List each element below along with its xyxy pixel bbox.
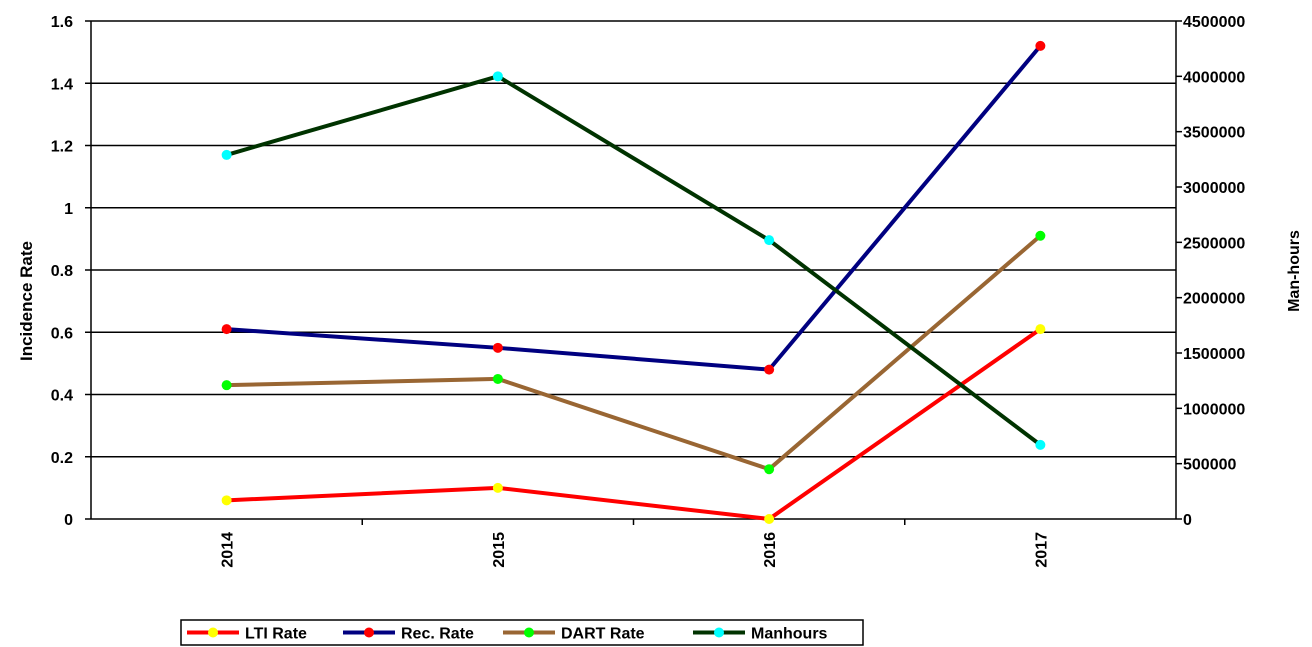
- left-tick-label: 1.2: [51, 139, 73, 156]
- data-point: [764, 364, 775, 375]
- data-point: [1035, 439, 1046, 450]
- right-tick-label: 500000: [1183, 457, 1236, 474]
- left-tick-label: 0.4: [51, 388, 73, 405]
- left-tick-label: 1.6: [51, 14, 73, 31]
- data-point: [221, 324, 232, 335]
- legend-swatch-marker: [208, 627, 218, 638]
- x-tick-label: 2016: [762, 532, 779, 568]
- x-axis-ticks: 2014 2015 2016 2017: [220, 519, 1050, 568]
- data-point: [492, 482, 503, 493]
- right-tick-label: 2000000: [1183, 291, 1245, 308]
- right-tick-label: 2500000: [1183, 235, 1245, 252]
- legend-swatch-marker: [364, 627, 374, 638]
- left-tick-label: 0: [64, 512, 73, 529]
- x-tick-label: 2017: [1033, 532, 1050, 568]
- left-tick-label: 0.2: [51, 450, 73, 467]
- series-line: [226, 234, 1042, 472]
- legend-swatch-marker: [714, 627, 724, 638]
- data-point: [492, 71, 503, 82]
- data-point: [1035, 40, 1046, 51]
- legend-entry: Rec. Rate: [343, 626, 474, 643]
- legend-label: Manhours: [751, 626, 828, 643]
- left-tick-label: 1: [64, 201, 73, 218]
- left-tick-label: 0.8: [51, 263, 73, 280]
- right-tick-label: 3500000: [1183, 125, 1245, 142]
- right-tick-label: 4500000: [1183, 14, 1245, 31]
- right-axis-ticks: 0 500000 1000000 1500000 2000000 2500000 30000…: [1176, 14, 1245, 529]
- left-axis-ticks: 0 0.2 0.4 0.6 0.8 1 1.2 1.4 1.6: [51, 14, 91, 529]
- data-point: [1035, 324, 1046, 335]
- series-lti-rate: [221, 324, 1046, 524]
- data-point: [764, 514, 775, 524]
- x-tick-label: 2014: [220, 532, 237, 568]
- data-point: [764, 464, 775, 475]
- series-manhours: [221, 71, 1046, 450]
- data-point: [221, 149, 232, 160]
- left-tick-label: 1.4: [51, 76, 73, 93]
- right-tick-label: 3000000: [1183, 180, 1245, 197]
- series-layer: [221, 40, 1046, 524]
- legend-label: DART Rate: [561, 626, 645, 643]
- data-point: [492, 342, 503, 353]
- series-line: [226, 44, 1042, 372]
- left-tick-label: 0.6: [51, 325, 73, 342]
- x-tick-label: 2015: [491, 532, 508, 568]
- right-tick-label: 1000000: [1183, 401, 1245, 418]
- gridlines: [91, 20, 1176, 458]
- series-line: [226, 74, 1042, 447]
- right-tick-label: 1500000: [1183, 346, 1245, 363]
- legend-entry: Manhours: [693, 626, 828, 643]
- series-dart-rate: [221, 230, 1046, 475]
- data-point: [221, 495, 232, 506]
- right-axis-title: Man-hours: [1286, 230, 1303, 312]
- legend-entry: DART Rate: [503, 626, 645, 643]
- left-axis-title: Incidence Rate: [17, 241, 36, 361]
- legend-swatch-marker: [524, 627, 534, 638]
- data-point: [492, 373, 503, 384]
- data-point: [764, 235, 775, 246]
- data-point: [1035, 230, 1046, 241]
- legend: LTI Rate Rec. Rate DART Rate Manhours: [180, 619, 864, 646]
- legend-entry: LTI Rate: [187, 626, 307, 643]
- data-point: [221, 380, 232, 391]
- legend-label: Rec. Rate: [401, 626, 474, 643]
- series-rec-rate: [221, 40, 1046, 375]
- right-tick-label: 0: [1183, 512, 1192, 529]
- right-tick-label: 4000000: [1183, 69, 1245, 86]
- series-line: [226, 327, 1042, 522]
- legend-label: LTI Rate: [245, 626, 307, 643]
